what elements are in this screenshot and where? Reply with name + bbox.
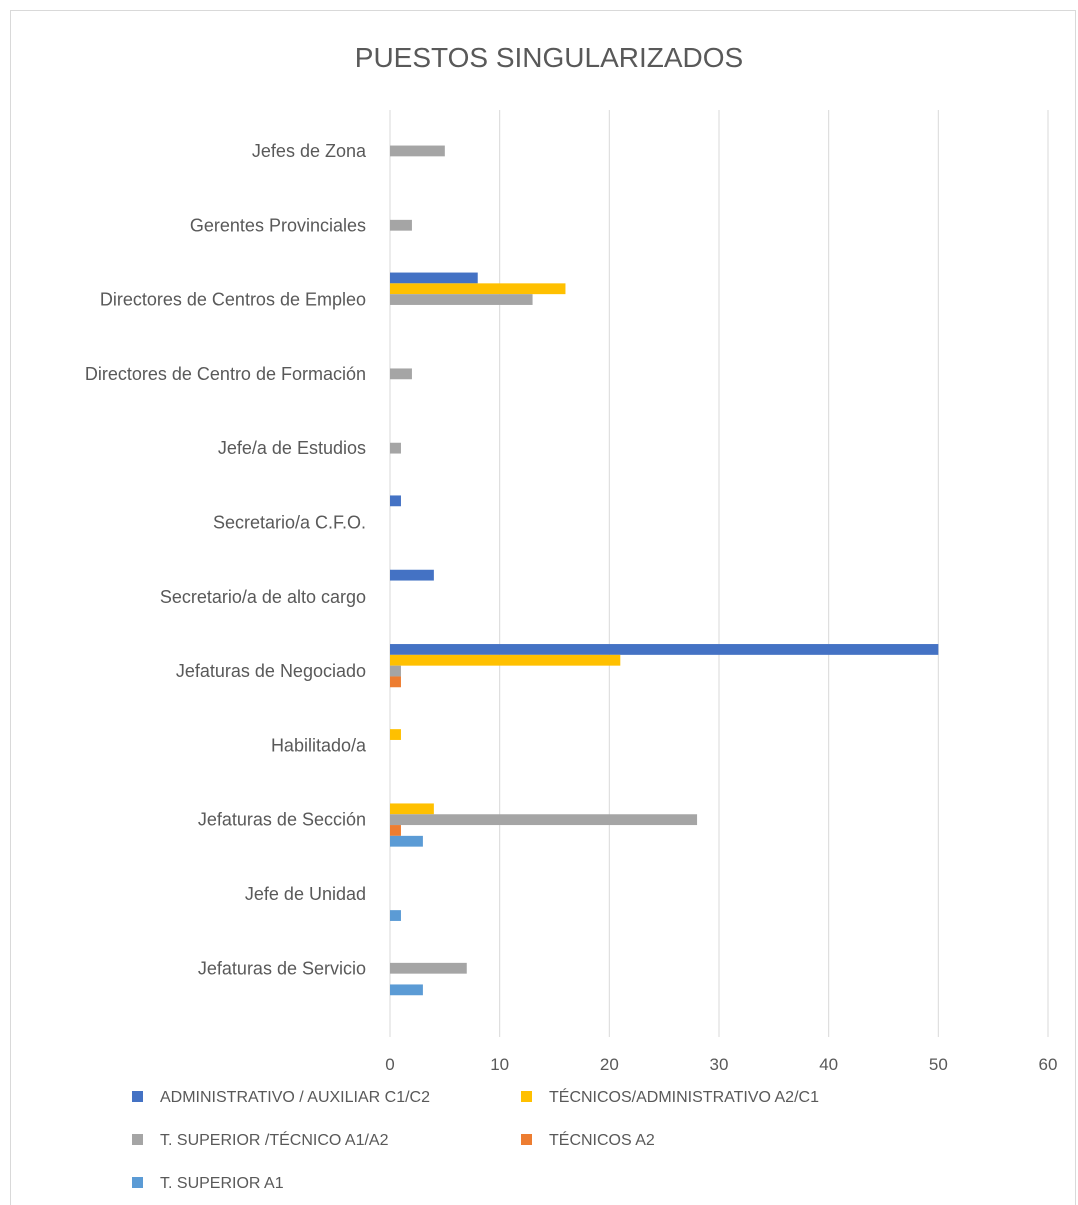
category-label: Jefaturas de Sección: [198, 810, 366, 830]
bar: [390, 495, 401, 507]
bar: [390, 835, 423, 847]
bar: [390, 910, 401, 921]
bar: [390, 219, 412, 231]
category-label: Directores de Centro de Formación: [85, 364, 366, 384]
x-tick-label: 40: [819, 1055, 838, 1074]
bar: [390, 569, 434, 581]
chart-title: PUESTOS SINGULARIZADOS: [355, 42, 743, 73]
bar: [390, 283, 566, 295]
legend-label: TÉCNICOS A2: [549, 1130, 655, 1149]
x-tick-label: 50: [929, 1055, 948, 1074]
bar: [390, 676, 401, 688]
category-labels: Jefes de Zona Gerentes Provinciales Direct…: [85, 141, 367, 978]
bar: [390, 294, 533, 305]
bar: [390, 644, 939, 655]
category-label: Secretario/a C.F.O.: [213, 512, 366, 532]
legend-label: ADMINISTRATIVO / AUXILIAR C1/C2: [160, 1089, 430, 1106]
legend-label: T. SUPERIOR /TÉCNICO A1/A2: [160, 1130, 389, 1149]
legend-swatch: [521, 1091, 532, 1102]
bar: [390, 665, 401, 677]
bar: [390, 442, 401, 454]
category-label: Habilitado/a: [271, 735, 367, 755]
x-axis-tick-labels: 0 10 20 30 40 50 60: [385, 1055, 1057, 1074]
x-tick-label: 60: [1039, 1055, 1058, 1074]
category-label: Jefe de Unidad: [245, 884, 366, 904]
bar: [390, 814, 698, 826]
chart-frame: [10, 10, 1076, 1205]
legend: ADMINISTRATIVO / AUXILIAR C1/C2 TÉCNICOS/…: [132, 1087, 819, 1192]
category-label: Jefe/a de Estudios: [218, 438, 366, 458]
bar: [390, 729, 401, 740]
bar: [390, 272, 478, 284]
category-label: Jefaturas de Servicio: [198, 958, 366, 978]
grid-lines: [389, 110, 1049, 1037]
bar: [390, 803, 434, 815]
category-label: Secretario/a de alto cargo: [160, 587, 366, 607]
legend-label: T. SUPERIOR A1: [160, 1175, 284, 1192]
bar: [390, 962, 467, 974]
bar: [390, 654, 621, 666]
category-label: Jefaturas de Negociado: [176, 661, 366, 681]
bar: [390, 145, 445, 157]
legend-swatch: [132, 1134, 143, 1145]
category-label: Gerentes Provinciales: [190, 215, 366, 235]
legend-swatch: [132, 1091, 143, 1102]
x-tick-label: 20: [600, 1055, 619, 1074]
category-label: Directores de Centros de Empleo: [100, 290, 366, 310]
x-tick-label: 10: [490, 1055, 509, 1074]
bar: [390, 825, 401, 836]
bar: [390, 368, 412, 380]
legend-swatch: [521, 1134, 532, 1145]
x-tick-label: 30: [710, 1055, 729, 1074]
legend-label: TÉCNICOS/ADMINISTRATIVO A2/C1: [549, 1087, 819, 1106]
x-tick-label: 0: [385, 1055, 394, 1074]
bar: [390, 984, 423, 996]
legend-swatch: [132, 1177, 143, 1188]
bars: [390, 145, 939, 996]
category-label: Jefes de Zona: [252, 141, 367, 161]
